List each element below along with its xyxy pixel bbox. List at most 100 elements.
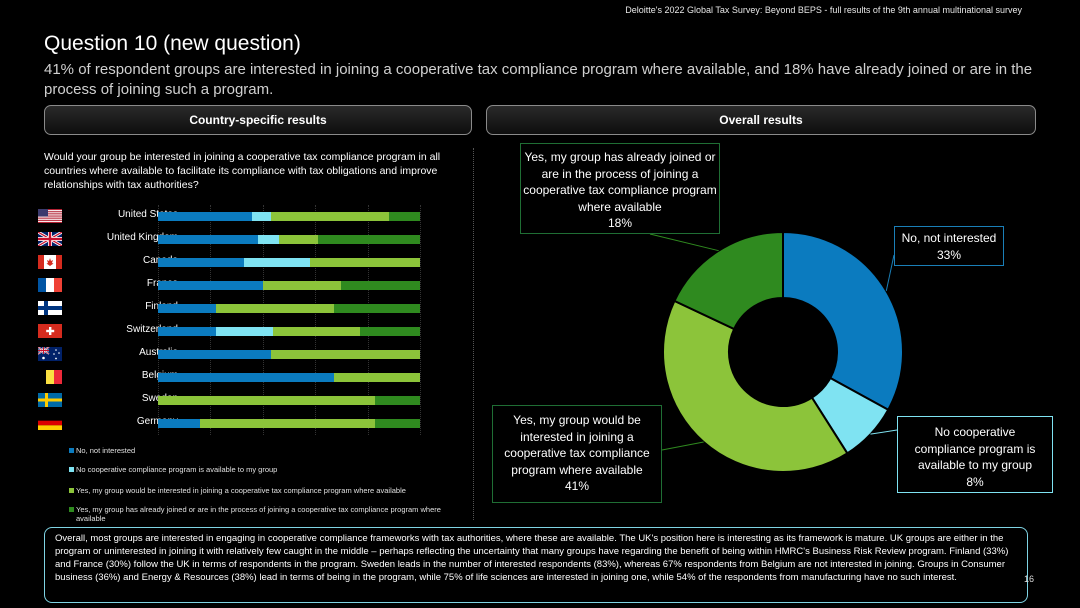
legend-item-no-interest: No, not interested [68, 446, 456, 455]
gridline [210, 205, 212, 435]
segment-joined [388, 212, 420, 221]
segment-no-program [244, 258, 310, 267]
flag-germany-icon [38, 416, 62, 430]
legend-swatch [69, 467, 74, 472]
legend-label: No, not interested [76, 446, 136, 455]
segment-joined [317, 235, 420, 244]
flag-australia-icon [38, 347, 62, 361]
leader-line [870, 429, 898, 435]
page-title: Question 10 (new question) [44, 32, 301, 55]
country-row: Finland [30, 297, 460, 320]
flag-canada-icon [38, 255, 62, 269]
gridline [315, 205, 317, 435]
flag-uk-icon [38, 232, 62, 246]
donut-slice-joined [673, 230, 784, 331]
country-label: Switzerland [126, 324, 178, 335]
flag-finland-icon [38, 301, 62, 315]
segment-no-interest [158, 327, 216, 336]
country-row: Canada [30, 251, 460, 274]
donut-slice-interested [662, 299, 849, 473]
segment-no-program [215, 327, 274, 336]
country-label: Germany [66, 416, 178, 427]
legend-label: No cooperative compliance program is ava… [76, 465, 278, 474]
segment-interested [278, 235, 318, 244]
callout-interested-label: Yes, my group would be interested in joi… [504, 413, 650, 477]
leader-line [661, 441, 704, 451]
segment-no-interest [158, 281, 263, 290]
segment-no-interest [158, 373, 334, 382]
flag-us-icon [38, 209, 62, 223]
callout-no-program-pct: 8% [966, 474, 984, 489]
segment-no-program [257, 235, 279, 244]
segment-no-interest [158, 235, 258, 244]
flag-switzerland-icon [38, 324, 62, 338]
segment-interested [333, 373, 420, 382]
page-subtitle: 41% of respondent groups are interested … [44, 61, 1033, 98]
country-row: Germany [30, 412, 460, 435]
flag-sweden-icon [38, 393, 62, 407]
segment-joined [375, 396, 420, 405]
callout-not-interested-pct: 33% [936, 247, 962, 262]
summary-text: Overall, most groups are interested in e… [55, 533, 1009, 583]
segment-interested [262, 281, 342, 290]
gridline [262, 205, 264, 435]
segment-no-interest [158, 419, 200, 428]
country-label: United States [117, 209, 178, 220]
callout-joined-label: Yes, my group has already joined or are … [523, 150, 717, 214]
donut-slice-no-interest [782, 230, 904, 412]
callout-joined-pct: 18% [607, 216, 633, 230]
panel-divider [473, 148, 474, 520]
segment-no-interest [158, 212, 253, 221]
legend-item-joined: Yes, my group has already joined or are … [68, 505, 456, 523]
segment-no-interest [158, 304, 216, 313]
summary-box: Overall, most groups are interested in e… [44, 527, 1028, 603]
leader-line [649, 233, 719, 252]
flag-france-icon [38, 278, 62, 292]
segment-interested [309, 258, 420, 267]
country-results-header: Country-specific results [44, 105, 472, 135]
country-row: Switzerland [30, 320, 460, 343]
overall-results-header: Overall results [486, 105, 1036, 135]
segment-no-interest [158, 350, 271, 359]
country-row: Belgium [30, 366, 460, 389]
country-row: France [30, 274, 460, 297]
report-header-note: Deloitte's 2022 Global Tax Survey: Beyon… [625, 5, 1022, 15]
segment-interested [215, 304, 334, 313]
segment-interested [199, 419, 376, 428]
callout-interested: Yes, my group would be interested in joi… [492, 405, 662, 503]
callout-not-interested-label: No, not interested [901, 231, 997, 245]
country-row: Australia [30, 343, 460, 366]
callout-interested-pct: 41% [564, 479, 590, 493]
legend-item-no-program: No cooperative compliance program is ava… [68, 465, 456, 474]
segment-joined [375, 419, 420, 428]
leader-line [885, 254, 895, 292]
callout-joined: Yes, my group has already joined or are … [520, 143, 720, 234]
country-row: Sweden [30, 389, 460, 412]
flag-belgium-icon [38, 370, 62, 384]
survey-question: Would your group be interested in joinin… [44, 151, 441, 191]
segment-joined [341, 281, 420, 290]
gridline [367, 205, 369, 435]
segment-interested [273, 327, 360, 336]
country-row: United States [30, 205, 460, 228]
segment-joined [359, 327, 420, 336]
segment-no-program [252, 212, 271, 221]
gridline [420, 205, 421, 435]
segment-joined [333, 304, 420, 313]
legend-item-interested: Yes, my group would be interested in joi… [68, 486, 456, 495]
legend-swatch [69, 448, 74, 453]
legend-label: Yes, my group has already joined or are … [76, 505, 441, 523]
legend-swatch [69, 488, 74, 493]
page-number: 16 [1023, 574, 1034, 584]
segment-interested [270, 212, 389, 221]
callout-no-program-label: No cooperative compliance program is ava… [914, 425, 1036, 472]
country-label: United Kingdom [106, 232, 178, 243]
country-row: United Kingdom [30, 228, 460, 251]
callout-not-interested: No, not interested 33% [894, 226, 1004, 266]
segment-interested [270, 350, 420, 359]
segment-no-interest [158, 258, 245, 267]
legend-swatch [69, 507, 74, 512]
legend-label: Yes, my group would be interested in joi… [76, 486, 406, 495]
callout-no-program: No cooperative compliance program is ava… [897, 416, 1053, 493]
